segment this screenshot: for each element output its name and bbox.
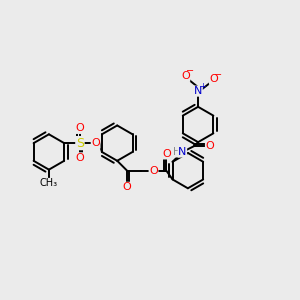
Text: H: H (173, 147, 180, 157)
Text: O: O (91, 138, 100, 148)
Text: O: O (76, 153, 84, 163)
Text: N: N (194, 86, 202, 96)
Text: +: + (200, 82, 206, 91)
Text: −: − (214, 70, 222, 80)
Text: O: O (181, 71, 190, 81)
Text: O: O (162, 149, 171, 159)
Text: −: − (186, 67, 194, 76)
Text: O: O (123, 182, 131, 192)
Text: O: O (149, 166, 158, 176)
Text: S: S (76, 136, 84, 150)
Text: N: N (178, 147, 187, 157)
Text: O: O (76, 123, 84, 134)
Text: CH₃: CH₃ (40, 178, 58, 188)
Text: O: O (209, 74, 218, 84)
Text: O: O (206, 141, 214, 151)
